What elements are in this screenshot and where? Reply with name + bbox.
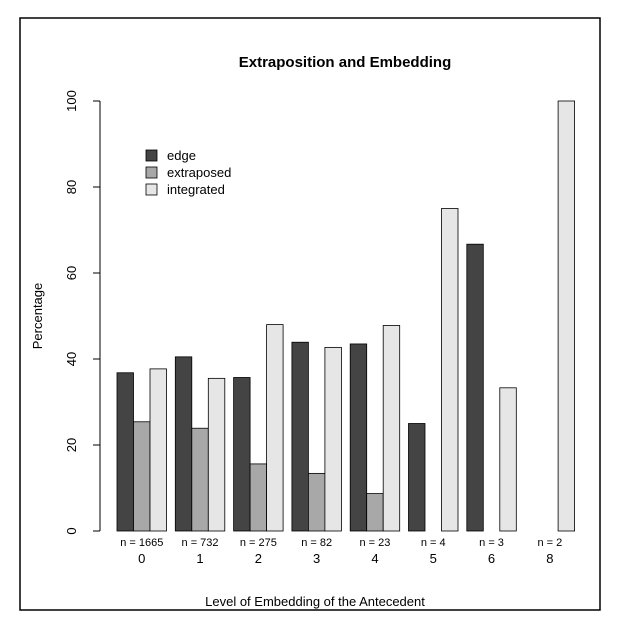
bar-integrated-0 (149, 368, 167, 532)
sample-size-label: n = 82 (301, 537, 332, 549)
chart-title: Extraposition and Embedding (239, 54, 452, 71)
bar-edge-2 (233, 377, 251, 532)
bar-edge-6 (466, 243, 484, 532)
figure-border (19, 17, 601, 611)
bar-integrated-3 (324, 346, 342, 532)
bar-integrated-2 (266, 324, 284, 532)
legend-swatch-extraposed (145, 166, 158, 179)
bar-extraposed-3 (307, 472, 326, 532)
sample-size-label: n = 3 (479, 537, 504, 549)
x-tick-label: 0 (138, 551, 145, 566)
y-axis-label: Percentage (30, 283, 45, 350)
legend-label-edge: edge (167, 148, 196, 163)
legend-label-integrated: integrated (167, 182, 225, 197)
bar-edge-1 (174, 356, 193, 532)
bar-integrated-5 (441, 208, 459, 532)
bar-edge-0 (116, 372, 134, 532)
x-tick-label: 6 (488, 551, 495, 566)
bars (116, 100, 575, 532)
sample-size-label: n = 732 (182, 537, 219, 549)
x-tick-label: 2 (255, 551, 262, 566)
bar-edge-3 (291, 341, 309, 532)
x-tick-label: 3 (313, 551, 320, 566)
bar-extraposed-4 (366, 493, 384, 532)
bar-integrated-4 (382, 325, 401, 532)
bar-edge-5 (408, 423, 426, 532)
y-tick-label: 0 (64, 527, 79, 534)
bar-integrated-1 (207, 377, 226, 532)
y-tick-label: 40 (64, 352, 79, 366)
bar-edge-4 (349, 343, 368, 532)
x-tick-label: 5 (430, 551, 437, 566)
x-axis-label: Level of Embedding of the Antecedent (205, 594, 425, 609)
legend: edge extraposed integrated (145, 148, 231, 197)
y-tick-label: 20 (64, 438, 79, 452)
sample-size-label: n = 1665 (120, 537, 163, 549)
sample-size-label: n = 2 (537, 537, 562, 549)
x-tick-label: 1 (196, 551, 203, 566)
y-tick-label: 100 (64, 90, 79, 112)
sample-size-label: n = 275 (240, 537, 277, 549)
bar-integrated-8 (557, 100, 575, 532)
y-tick-label: 80 (64, 180, 79, 194)
y-tick-label: 60 (64, 266, 79, 280)
x-tick-label: 8 (546, 551, 553, 566)
x-tick-label: 4 (371, 551, 378, 566)
y-axis: 0 20 40 60 80 100 (64, 90, 101, 535)
legend-swatch-edge (145, 149, 158, 162)
x-axis-tick-labels: n = 1665 0 n = 732 1 n = 275 2 n = 82 3 n = 23 4 n… (120, 537, 562, 566)
sample-size-label: n = 23 (360, 537, 391, 549)
sample-size-label: n = 4 (421, 537, 446, 549)
bar-extraposed-2 (249, 463, 268, 532)
bar-integrated-6 (499, 387, 517, 532)
bar-extraposed-0 (133, 421, 151, 532)
bar-extraposed-1 (191, 427, 209, 532)
legend-label-extraposed: extraposed (167, 165, 231, 180)
legend-swatch-integrated (145, 183, 158, 196)
